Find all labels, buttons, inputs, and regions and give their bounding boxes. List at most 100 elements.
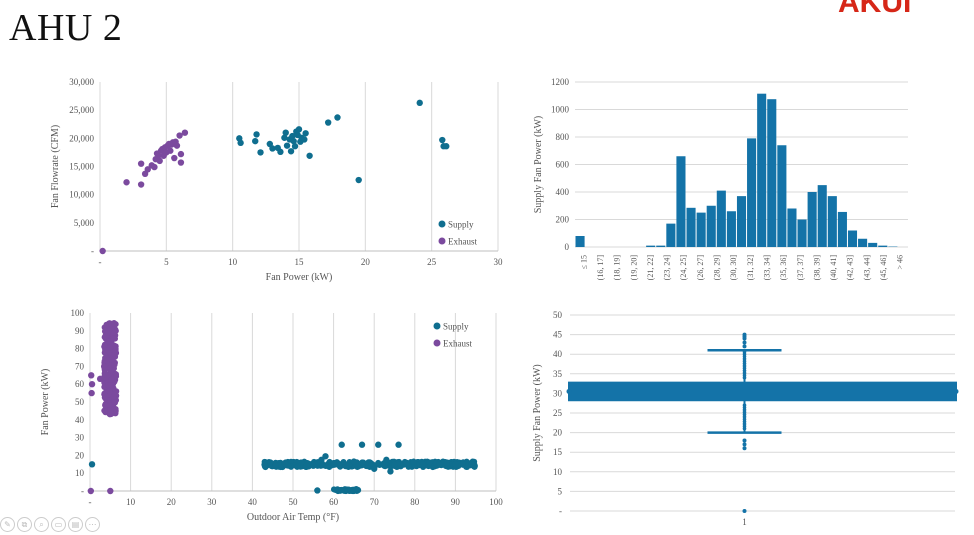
data-point xyxy=(416,99,423,107)
data-point xyxy=(144,166,151,173)
data-point xyxy=(110,361,117,368)
data-point xyxy=(261,461,268,468)
x-tick-label: (30, 30] xyxy=(729,255,738,281)
x-tick-label: (23, 24] xyxy=(663,255,672,281)
data-point xyxy=(111,329,118,336)
data-point xyxy=(171,154,178,162)
data-point xyxy=(334,114,341,121)
outlier-point xyxy=(742,438,747,443)
data-point xyxy=(295,126,303,133)
histogram-bar xyxy=(736,196,747,247)
x-tick-label: 60 xyxy=(329,497,339,507)
data-point xyxy=(297,459,305,466)
x-tick-label: (19, 20] xyxy=(629,255,638,281)
legend-label: Exhaust xyxy=(443,339,472,349)
data-point xyxy=(452,460,459,468)
legend-label: Supply xyxy=(448,220,474,230)
y-tick-label: 5 xyxy=(558,486,563,496)
y-tick-label: 10,000 xyxy=(69,190,94,200)
slides-icon[interactable]: ▭ xyxy=(51,517,66,532)
data-point xyxy=(281,460,289,467)
histogram-bar xyxy=(797,219,807,247)
data-point xyxy=(443,460,450,467)
data-point xyxy=(88,461,96,468)
film-icon[interactable]: ▤ xyxy=(68,517,83,532)
x-tick-label: (21, 22] xyxy=(646,255,655,281)
data-point xyxy=(177,150,185,158)
y-tick-label: 800 xyxy=(556,132,570,142)
legend-label: Exhaust xyxy=(448,237,477,247)
x-tick-label: 40 xyxy=(248,497,258,507)
data-point xyxy=(435,461,443,468)
y-tick-label: 10 xyxy=(75,468,85,478)
data-point xyxy=(350,458,358,465)
data-point xyxy=(419,461,427,468)
x-tick-label: (35, 36] xyxy=(779,255,788,281)
histogram-bar xyxy=(666,223,676,247)
x-axis-label: Fan Power (kW) xyxy=(266,272,333,283)
legend-marker xyxy=(438,220,446,228)
y-tick-label: 0 xyxy=(565,242,570,252)
box-edge-marker xyxy=(566,388,572,394)
histogram-bar xyxy=(868,242,878,247)
data-point xyxy=(358,441,366,448)
histogram-bar xyxy=(878,245,888,247)
data-point xyxy=(107,407,114,414)
data-point xyxy=(291,143,299,150)
data-point xyxy=(322,453,329,460)
y-tick-label: 20 xyxy=(75,450,85,460)
data-point xyxy=(303,462,310,469)
x-tick-label: 50 xyxy=(289,497,299,507)
x-tick-label: 30 xyxy=(494,257,504,267)
y-tick-label: 10 xyxy=(553,467,563,477)
x-tick-label: 1 xyxy=(742,517,747,527)
y-tick-label: 30 xyxy=(553,388,563,398)
data-point xyxy=(156,157,163,165)
data-point xyxy=(99,247,106,255)
data-point xyxy=(302,130,309,137)
power-vs-outdoor-temp-chart: - 10 20 30 40 50 60 70 80 90 100 - 10 20 30 40 50 60 70 80 9… xyxy=(40,308,503,523)
box-edge-marker xyxy=(953,388,959,394)
x-tick-label: 90 xyxy=(451,497,461,507)
data-point xyxy=(137,160,145,167)
data-point xyxy=(107,487,114,495)
data-point xyxy=(371,465,378,472)
data-point xyxy=(112,399,119,406)
data-point xyxy=(330,460,337,467)
data-point xyxy=(274,144,281,152)
data-point xyxy=(287,148,295,155)
data-point xyxy=(110,385,117,392)
y-tick-label: 70 xyxy=(75,361,85,371)
y-tick-label: 5,000 xyxy=(74,218,95,228)
data-point xyxy=(88,389,95,397)
x-tick-label: 100 xyxy=(489,497,503,507)
zoom-icon[interactable]: ⌕ xyxy=(34,517,49,532)
data-point xyxy=(112,347,119,354)
data-point xyxy=(155,152,162,159)
x-tick-label: - xyxy=(99,257,102,267)
x-tick-label: 20 xyxy=(361,257,371,267)
y-tick-label: 15 xyxy=(553,447,563,457)
brand-logo-text: AKUI xyxy=(838,0,912,19)
data-point xyxy=(310,462,317,469)
x-tick-label: (38, 39] xyxy=(812,255,821,281)
y-tick-label: 30,000 xyxy=(69,77,94,87)
x-tick-label: (33, 34] xyxy=(762,255,771,281)
data-point xyxy=(267,459,274,466)
edit-icon[interactable]: ✎ xyxy=(0,517,15,532)
y-tick-label: - xyxy=(81,486,84,496)
data-point xyxy=(176,132,183,139)
data-point xyxy=(294,463,301,470)
y-axis-label: Supply Fan Power (kW) xyxy=(533,116,544,214)
y-tick-label: 100 xyxy=(71,308,85,318)
legend-marker xyxy=(433,322,441,330)
data-point xyxy=(173,142,181,149)
data-point xyxy=(177,159,185,166)
y-tick-label: 45 xyxy=(553,330,563,340)
x-axis-label: Outdoor Air Temp (°F) xyxy=(247,512,339,523)
histogram-bar xyxy=(827,196,837,247)
supply-fan-power-histogram: 0 200 400 600 800 1000 1200 ≤ 15 (16, 17] (18, 19… xyxy=(533,77,908,281)
more-icon[interactable]: ⋯ xyxy=(85,517,100,532)
data-point xyxy=(375,441,382,448)
copy-icon[interactable]: ⧉ xyxy=(17,517,32,532)
